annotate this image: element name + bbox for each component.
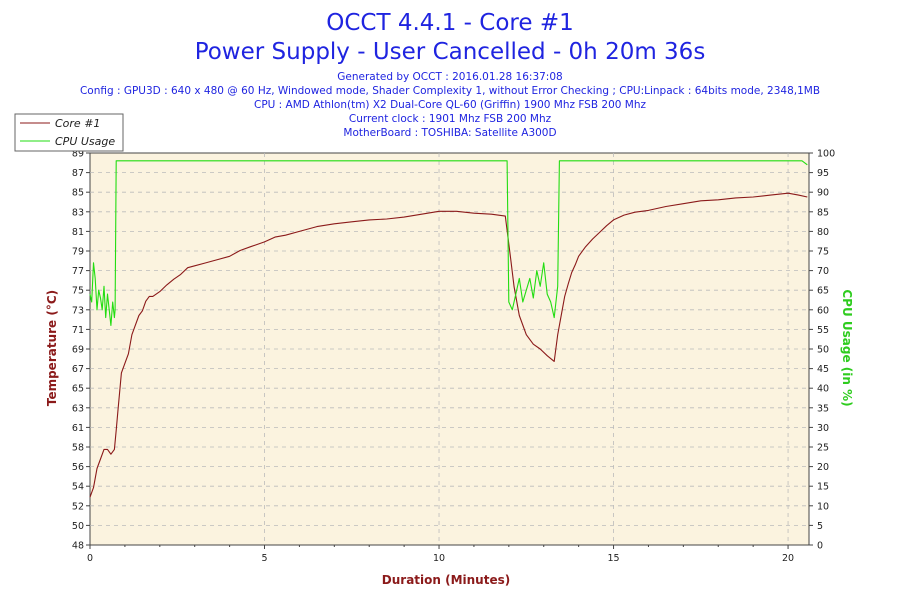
plot-area bbox=[89, 152, 810, 546]
tick-label-x: 20 bbox=[782, 553, 794, 564]
tick-label-left: 75 bbox=[72, 286, 84, 297]
tick-label-right: 30 bbox=[817, 423, 829, 434]
tick-label-left: 83 bbox=[72, 207, 84, 218]
tick-label-right: 20 bbox=[817, 462, 829, 473]
ticks-left: 48 50 52 54 56 58 61 63 65 67 69 71 73 75 77 79 81 83 85 87… bbox=[72, 149, 90, 552]
y-axis-label-left: Temperature (°C) bbox=[45, 290, 59, 406]
legend-box bbox=[14, 113, 124, 152]
tick-label-right: 40 bbox=[817, 384, 829, 395]
info-clock: Current clock : 1901 Mhz FSB 200 Mhz bbox=[349, 113, 552, 125]
tick-label-left: 56 bbox=[72, 462, 84, 473]
tick-label-left: 50 bbox=[72, 521, 84, 532]
info-motherboard: MotherBoard : TOSHIBA: Satellite A300D bbox=[343, 127, 556, 139]
info-config: Config : GPU3D : 640 x 480 @ 60 Hz, Wind… bbox=[80, 85, 820, 97]
legend-label-cpu: CPU Usage bbox=[55, 135, 115, 148]
tick-label-right: 50 bbox=[817, 345, 829, 356]
tick-label-x: 10 bbox=[433, 553, 445, 564]
tick-label-right: 60 bbox=[817, 305, 829, 316]
tick-label-right: 10 bbox=[817, 501, 829, 512]
tick-label-right: 25 bbox=[817, 443, 829, 454]
tick-label-left: 67 bbox=[72, 364, 84, 375]
x-axis-label: Duration (Minutes) bbox=[382, 573, 510, 587]
legend-label-core: Core #1 bbox=[55, 117, 100, 130]
tick-label-x: 5 bbox=[261, 553, 267, 564]
tick-label-right: 0 bbox=[817, 541, 823, 552]
tick-label-left: 87 bbox=[72, 168, 84, 179]
tick-label-x: 0 bbox=[87, 553, 93, 564]
tick-label-right: 55 bbox=[817, 325, 829, 336]
tick-label-left: 63 bbox=[72, 403, 84, 414]
ticks-x: 0 5 10 15 20 bbox=[87, 545, 794, 564]
tick-label-right: 95 bbox=[817, 168, 829, 179]
info-generated: Generated by OCCT : 2016.01.28 16:37:08 bbox=[337, 71, 562, 83]
tick-label-right: 100 bbox=[817, 149, 835, 160]
plot-background bbox=[89, 152, 810, 546]
tick-label-right: 80 bbox=[817, 227, 829, 238]
tick-label-left: 52 bbox=[72, 501, 84, 512]
ticks-right: 0 5 10 15 20 25 30 35 40 45 50 55 60 65 70 75 80 85 90 95 10… bbox=[809, 149, 835, 552]
tick-label-right: 5 bbox=[817, 521, 823, 532]
tick-label-left: 81 bbox=[72, 227, 84, 238]
chart-subtitle: Power Supply - User Cancelled - 0h 20m 3… bbox=[195, 39, 706, 65]
tick-label-left: 85 bbox=[72, 188, 84, 199]
tick-label-x: 15 bbox=[607, 553, 619, 564]
tick-label-right: 45 bbox=[817, 364, 829, 375]
tick-label-left: 48 bbox=[72, 541, 84, 552]
tick-label-right: 15 bbox=[817, 482, 829, 493]
series-layer bbox=[89, 160, 808, 498]
tick-label-right: 90 bbox=[817, 188, 829, 199]
tick-label-left: 61 bbox=[72, 423, 84, 434]
tick-label-right: 65 bbox=[817, 286, 829, 297]
tick-label-left: 77 bbox=[72, 266, 84, 277]
chart-title: OCCT 4.4.1 - Core #1 bbox=[326, 10, 573, 36]
info-cpu: CPU : AMD Athlon(tm) X2 Dual-Core QL-60 … bbox=[254, 99, 647, 111]
tick-label-left: 89 bbox=[72, 149, 84, 160]
series-line-cpu-usage bbox=[89, 160, 808, 327]
tick-label-right: 75 bbox=[817, 247, 829, 258]
tick-label-left: 54 bbox=[72, 482, 84, 493]
tick-label-right: 70 bbox=[817, 266, 829, 277]
tick-label-left: 79 bbox=[72, 247, 84, 258]
grid bbox=[90, 153, 809, 545]
tick-label-left: 69 bbox=[72, 345, 84, 356]
tick-label-left: 73 bbox=[72, 305, 84, 316]
legend: Core #1 CPU Usage bbox=[14, 113, 124, 152]
y-axis-label-right: CPU Usage (in %) bbox=[840, 289, 854, 406]
tick-label-left: 58 bbox=[72, 443, 84, 454]
series-line-core bbox=[89, 192, 808, 498]
tick-label-right: 35 bbox=[817, 403, 829, 414]
tick-label-right: 85 bbox=[817, 207, 829, 218]
tick-label-left: 71 bbox=[72, 325, 84, 336]
tick-label-left: 65 bbox=[72, 384, 84, 395]
